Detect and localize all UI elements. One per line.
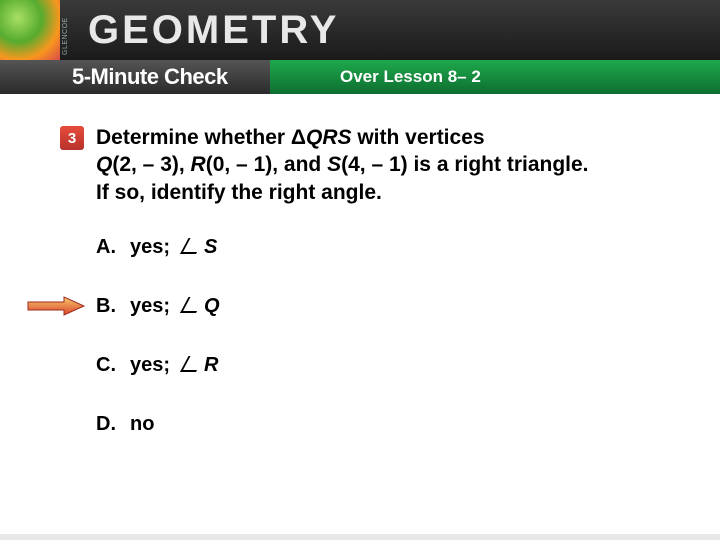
lesson-label: Over Lesson 8– 2 — [340, 67, 481, 87]
answer-prefix: yes; — [130, 354, 170, 377]
subheader-right: Over Lesson 8– 2 — [270, 60, 720, 94]
footer-border — [0, 534, 720, 540]
angle-vertex: Q — [204, 295, 220, 318]
answer-row[interactable]: A.yes; S — [96, 236, 660, 259]
answer-row[interactable]: C.yes; R — [96, 354, 660, 377]
content-area: 3 Determine whether ΔQRS with vertices Q… — [0, 94, 720, 436]
answer-letter: C. — [96, 354, 130, 377]
q-coords-r: (0, – 1), and — [206, 153, 327, 176]
subheader-left: 5-Minute Check — [0, 60, 270, 94]
answer-prefix: yes; — [130, 236, 170, 259]
q-vertex-s: S — [327, 153, 341, 176]
q-line1-suffix: with vertices — [352, 126, 485, 149]
correct-answer-arrow-icon — [26, 295, 86, 317]
answer-prefix: no — [130, 413, 154, 436]
answer-text: yes; S — [130, 236, 217, 259]
answer-text: yes; R — [130, 354, 218, 377]
answer-text: no — [130, 413, 154, 436]
angle-icon — [178, 356, 196, 374]
q-line1-prefix: Determine whether Δ — [96, 126, 306, 149]
q-vertex-r: R — [191, 153, 206, 176]
brand-icon — [0, 0, 60, 60]
answer-letter: D. — [96, 413, 130, 436]
answer-text: yes; Q — [130, 295, 220, 318]
subheader-bar: 5-Minute Check Over Lesson 8– 2 — [0, 60, 720, 94]
answer-letter: A. — [96, 236, 130, 259]
q-triangle-name: QRS — [306, 126, 352, 149]
q-coords-q: (2, – 3), — [112, 153, 190, 176]
answer-letter: B. — [96, 295, 130, 318]
angle-icon — [178, 238, 196, 256]
question-number-badge: 3 — [60, 126, 84, 150]
answer-row[interactable]: B.yes; Q — [96, 295, 660, 318]
book-title: GEOMETRY — [88, 8, 339, 53]
angle-vertex: R — [204, 354, 218, 377]
angle-icon — [178, 297, 196, 315]
question-row: 3 Determine whether ΔQRS with vertices Q… — [60, 124, 660, 206]
q-coords-s: (4, – 1) is a right triangle. — [341, 153, 588, 176]
q-vertex-q: Q — [96, 153, 112, 176]
answers-list: A.yes;S B.yes;QC.yes;RD.no — [60, 236, 660, 436]
angle-vertex: S — [204, 236, 217, 259]
q-line3: If so, identify the right angle. — [96, 181, 382, 204]
answer-prefix: yes; — [130, 295, 170, 318]
header-bar: GLENCOE GEOMETRY — [0, 0, 720, 60]
publisher-label: GLENCOE — [62, 5, 69, 55]
answer-row[interactable]: D.no — [96, 413, 660, 436]
five-minute-check-label: 5-Minute Check — [72, 64, 228, 90]
question-text: Determine whether ΔQRS with vertices Q(2… — [96, 124, 589, 206]
